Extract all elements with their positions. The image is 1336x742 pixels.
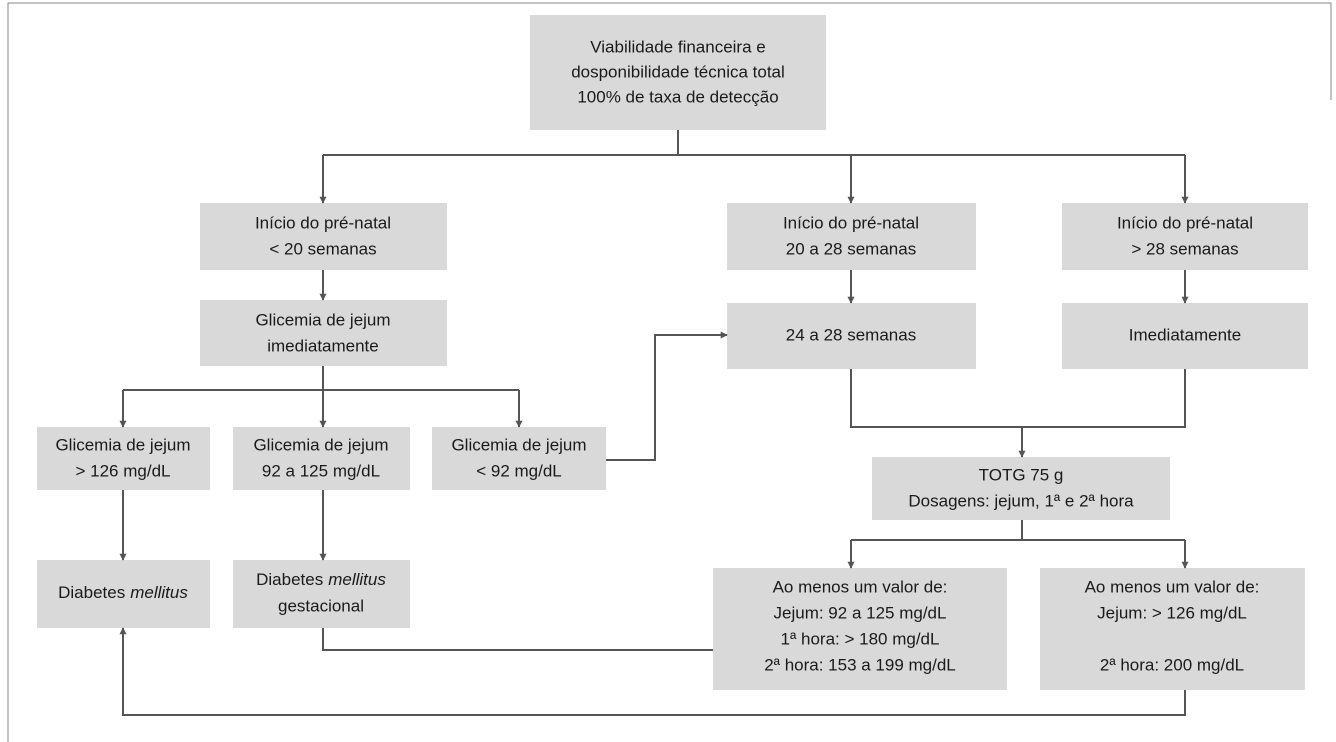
box [1062,203,1308,270]
node-text: 20 a 28 semanas [786,239,916,258]
box [1040,568,1305,690]
arrow [606,331,728,461]
box [200,203,447,270]
node-text: Diabetes mellitus [256,570,386,589]
box [37,560,210,628]
box [233,427,410,490]
connector [123,366,519,391]
node-text: Ao menos um valor de: [1085,577,1260,596]
node-text: 100% de taxa de detecção [577,87,778,106]
node-text: Glicemia de jejum [255,310,390,329]
box [1062,303,1308,369]
node-text: imediatamente [267,336,379,355]
node-text: Início do pré-natal [255,213,391,232]
node-text: Início do pré-natal [1117,213,1253,232]
box [727,303,976,369]
node-text: Glicemia de jejum [253,435,388,454]
node-text: gestacional [278,596,364,615]
node-text: Diabetes [58,583,125,602]
node-text: 92 a 125 mg/dL [262,461,380,480]
node-text: TOTG 75 g [979,465,1064,484]
node-text: Jejum: 92 a 125 mg/dL [774,603,947,622]
node-text-emphasis: mellitus [328,570,386,589]
box [713,568,1007,690]
node-text: Início do pré-natal [783,213,919,232]
box [37,427,210,490]
node-text: 24 a 28 semanas [786,325,916,344]
node-text: 2ª hora: 200 mg/dL [1100,655,1244,674]
node-text: Ao menos um valor de: [773,577,948,596]
box [233,560,410,628]
node-text: 2ª hora: 153 a 199 mg/dL [764,655,956,674]
node-text-emphasis: mellitus [130,583,188,602]
node-text: Glicemia de jejum [451,435,586,454]
node-text: dosponibilidade técnica total [571,62,785,81]
node-text: Viabilidade financeira e [590,37,765,56]
connectors [119,130,1189,716]
boxes [37,15,1308,690]
box [530,15,826,130]
box [872,457,1170,520]
connector [323,130,1185,156]
labels: Viabilidade financeira e dosponibilidade… [55,37,1259,674]
node-text: < 92 mg/dL [476,461,562,480]
node-text: Glicemia de jejum [55,435,190,454]
connector [851,520,1185,541]
arrow [119,627,1186,716]
node-text: Jejum: > 126 mg/dL [1097,603,1247,622]
node-text: Diabetes [256,570,323,589]
box [432,427,606,490]
node-text: < 20 semanas [269,239,376,258]
node-text: > 28 semanas [1131,239,1238,258]
frame [7,2,1332,742]
node-text: Dosagens: jejum, 1ª e 2ª hora [908,491,1134,510]
connector [850,369,1186,428]
box [727,203,976,270]
node-text: > 126 mg/dL [76,461,171,480]
node-text: Imediatamente [1129,325,1241,344]
box [200,300,447,366]
node-text: Diabetes mellitus [58,583,188,602]
connector [322,628,713,651]
node-text: 1ª hora: > 180 mg/dL [781,629,940,648]
